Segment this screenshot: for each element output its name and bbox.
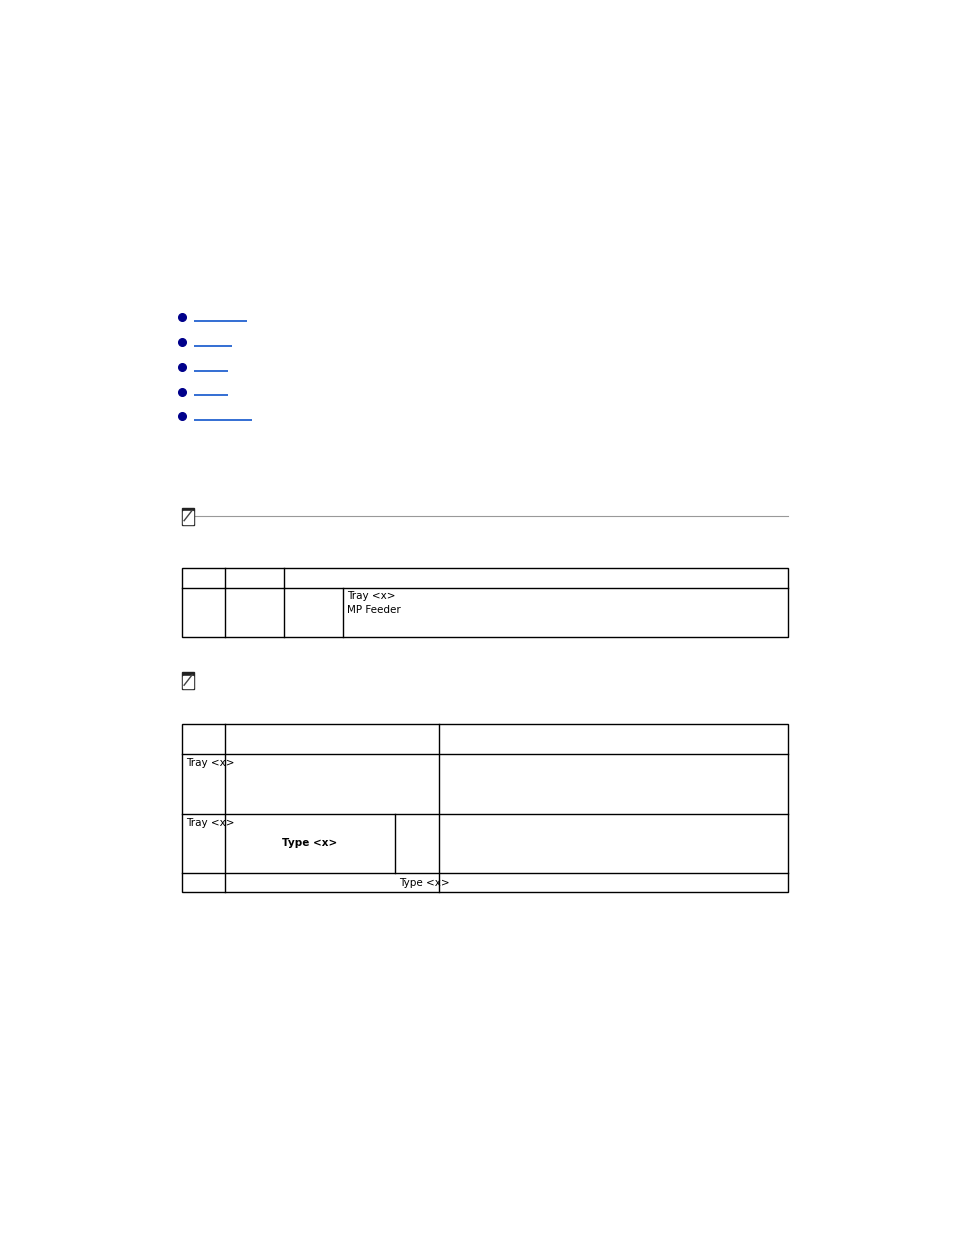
Bar <box>183 511 193 524</box>
Text: Tray <x>: Tray <x> <box>186 818 234 827</box>
Bar <box>182 568 787 637</box>
Bar <box>182 508 193 525</box>
Text: Tray <x>
MP Feeder: Tray <x> MP Feeder <box>347 592 400 615</box>
Text: Type <x>: Type <x> <box>398 878 449 888</box>
Text: Type <x>: Type <x> <box>282 839 337 848</box>
Text: Tray <x>: Tray <x> <box>186 758 234 768</box>
Bar <box>182 724 787 892</box>
Bar <box>182 672 193 689</box>
Bar <box>183 676 193 688</box>
